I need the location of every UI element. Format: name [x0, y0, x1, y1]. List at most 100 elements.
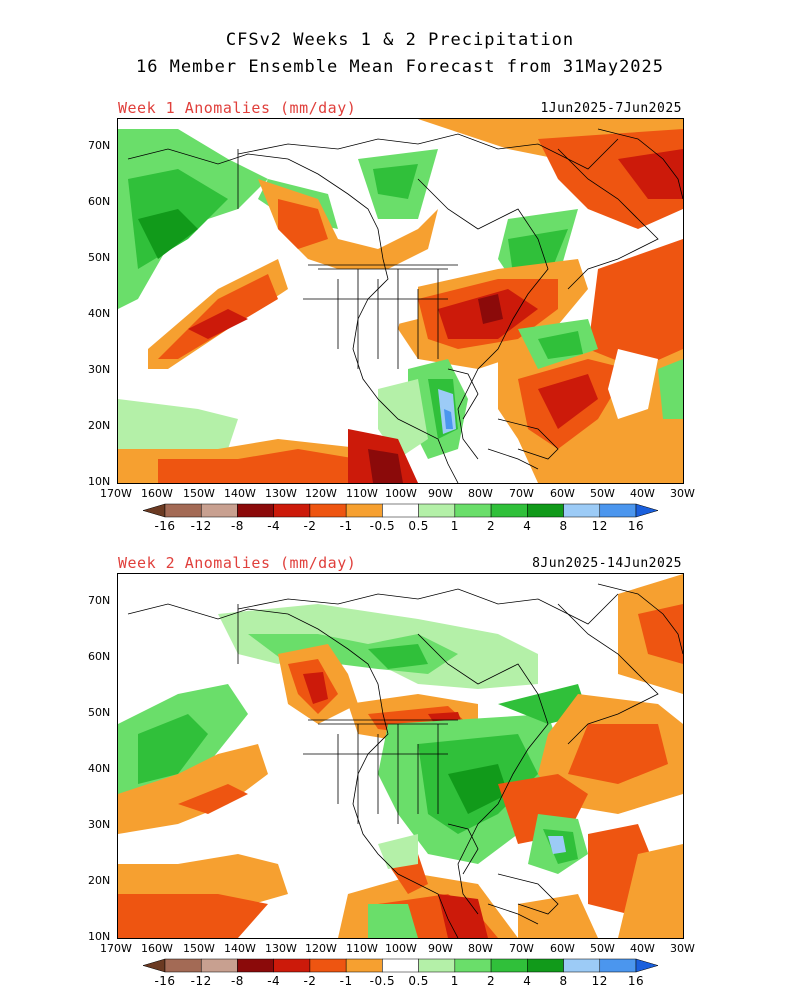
lon-tick: 60W — [550, 487, 575, 500]
lon-tick: 160W — [141, 487, 173, 500]
week1-anomaly-fill — [118, 119, 683, 483]
lon-tick: 40W — [630, 487, 655, 500]
week2-colorbar-label: 2 — [486, 974, 496, 988]
week2-colorbar-label: -1 — [339, 974, 353, 988]
lon-tick: 110W — [346, 942, 378, 955]
week1-colorbar-swatch — [164, 503, 202, 518]
week1-colorbar-swatch — [200, 503, 238, 518]
week2-colorbar-swatch — [599, 958, 637, 973]
week2-colorbar-label: -8 — [230, 974, 244, 988]
lon-tick: 30W — [670, 942, 695, 955]
week1-colorbar-swatch — [237, 503, 274, 518]
week1-colorbar-swatch — [490, 503, 528, 518]
week1-colorbar-label: -0.5 — [369, 519, 396, 533]
lon-tick: 80W — [468, 487, 493, 500]
week2-colorbar-swatch — [382, 958, 419, 973]
week1-coastlines — [127, 128, 683, 483]
week2-dates: 8Jun2025-14Jun2025 — [532, 556, 682, 571]
week1-lat-40: 40N — [88, 307, 111, 320]
week1-colorbar-swatch — [382, 503, 419, 518]
week2-colorbar-label: 8 — [559, 974, 568, 988]
lon-tick: 100W — [385, 942, 417, 955]
week1-colorbar-label: -1 — [339, 519, 353, 533]
lon-tick: 120W — [305, 487, 337, 500]
week1-colorbar-swatch — [563, 503, 601, 518]
lon-tick: 90W — [428, 487, 453, 500]
week1-colorbar-label: 1 — [450, 519, 459, 533]
week1-colorbar-max-arrow — [635, 503, 659, 518]
week1-colorbar-labels: -16 -12 -8 -4 -2 -1 -0.5 0.5 1 2 4 8 12 16 — [143, 519, 658, 535]
week2-colorbar-swatch — [418, 958, 456, 973]
week2-colorbar-swatch — [454, 958, 492, 973]
week2-colorbar-min-arrow — [142, 958, 166, 973]
week1-lat-70: 70N — [88, 139, 111, 152]
week1-colorbar-swatch — [273, 503, 311, 518]
week1-colorbar-label: -12 — [190, 519, 212, 533]
week2-lat-70: 70N — [88, 594, 111, 607]
lon-tick: 50W — [590, 942, 615, 955]
week2-colorbar-label: 12 — [591, 974, 608, 988]
week2-colorbar-label: -2 — [303, 974, 317, 988]
week2-colorbar-swatch — [273, 958, 311, 973]
week1-colorbar-label: 4 — [523, 519, 532, 533]
week2-colorbar-swatch — [527, 958, 564, 973]
week2-colorbar-label: -4 — [267, 974, 281, 988]
week1-colorbar-label: 12 — [591, 519, 608, 533]
week2-colorbar-max-arrow — [635, 958, 659, 973]
week1-dates: 1Jun2025-7Jun2025 — [540, 101, 682, 116]
week2-map — [117, 573, 684, 939]
week1-colorbar-swatch — [309, 503, 347, 518]
chart-title-line1: CFSv2 Weeks 1 & 2 Precipitation — [225, 30, 575, 50]
lon-tick: 140W — [224, 487, 256, 500]
week1-lat-30: 30N — [88, 363, 111, 376]
week2-colorbar-labels: -16 -12 -8 -4 -2 -1 -0.5 0.5 1 2 4 8 12 16 — [143, 974, 658, 990]
lon-tick: 170W — [100, 487, 132, 500]
week2-colorbar-label: 0.5 — [408, 974, 429, 988]
week1-colorbar-min-arrow — [142, 503, 166, 518]
week2-colorbar — [142, 958, 659, 973]
week2-colorbar-swatch — [200, 958, 238, 973]
week2-lat-10: 10N — [88, 930, 111, 943]
week1-colorbar-swatch — [454, 503, 492, 518]
week2-colorbar-label: 4 — [523, 974, 532, 988]
week2-lon-axis: 170W 160W 150W 140W 130W 120W 110W 100W … — [100, 942, 700, 956]
week1-colorbar-swatch — [418, 503, 456, 518]
week2-colorbar-label: 1 — [450, 974, 459, 988]
week1-colorbar-label: 16 — [627, 519, 645, 533]
week2-lat-60: 60N — [88, 650, 111, 663]
lon-tick: 30W — [670, 487, 695, 500]
lon-tick: 90W — [428, 942, 453, 955]
week2-colorbar-label: -0.5 — [369, 974, 396, 988]
week1-colorbar-label: 8 — [559, 519, 568, 533]
lon-tick: 130W — [265, 942, 297, 955]
week1-label: Week 1 Anomalies (mm/day) — [118, 99, 357, 117]
lon-tick: 100W — [385, 487, 417, 500]
week1-colorbar-swatch — [599, 503, 637, 518]
week2-coastlines — [127, 583, 683, 938]
week1-colorbar-label: 0.5 — [408, 519, 429, 533]
week1-lat-20: 20N — [88, 419, 111, 432]
lon-tick: 60W — [550, 942, 575, 955]
week1-colorbar-label: 2 — [486, 519, 496, 533]
week1-colorbar-label: -8 — [230, 519, 244, 533]
week2-lat-20: 20N — [88, 874, 111, 887]
week1-map — [117, 118, 684, 484]
lon-tick: 150W — [183, 487, 215, 500]
week2-colorbar-swatch — [309, 958, 347, 973]
lon-tick: 70W — [509, 487, 534, 500]
week2-anomaly-fill — [118, 574, 683, 938]
lon-tick: 110W — [346, 487, 378, 500]
week1-colorbar-swatch — [527, 503, 564, 518]
lon-tick: 150W — [183, 942, 215, 955]
week2-lat-40: 40N — [88, 762, 111, 775]
week1-lat-10: 10N — [88, 475, 111, 488]
week1-lon-axis: 170W 160W 150W 140W 130W 120W 110W 100W … — [100, 487, 700, 501]
week2-colorbar-swatch — [345, 958, 383, 973]
lon-tick: 160W — [141, 942, 173, 955]
week2-colorbar-swatch — [164, 958, 202, 973]
week2-lat-30: 30N — [88, 818, 111, 831]
week2-lat-50: 50N — [88, 706, 111, 719]
week1-colorbar-label: -16 — [154, 519, 176, 533]
chart-title-line2: 16 Member Ensemble Mean Forecast from 31… — [135, 57, 665, 77]
week2-colorbar-label: 16 — [627, 974, 645, 988]
